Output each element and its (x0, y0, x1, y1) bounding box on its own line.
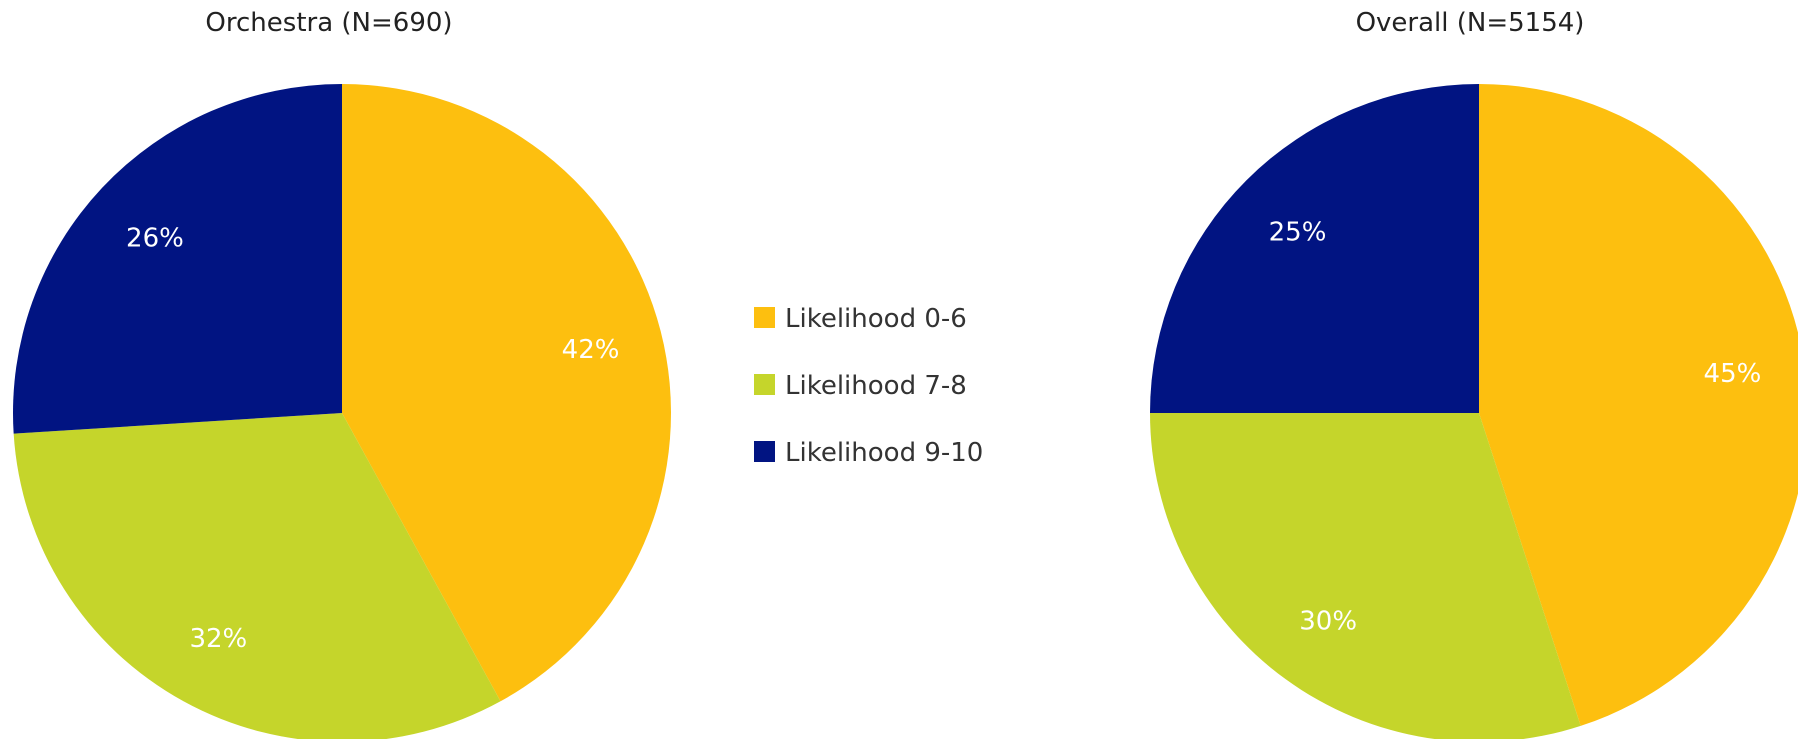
overall-pie-title: Overall (N=5154) (1356, 8, 1585, 38)
overall-pie: Overall (N=5154) 45% 30% 25% (1150, 8, 1798, 739)
overall-pie-slices (1150, 84, 1798, 739)
orchestra-pie-title: Orchestra (N=690) (205, 8, 452, 38)
orchestra-slice-label-likelihood-0-6: 42% (562, 335, 620, 365)
overall-slice-likelihood-7-8 (1150, 413, 1581, 739)
orchestra-pie-labels: 42% 32% 26% (126, 223, 619, 654)
orchestra-pie: Orchestra (N=690) 42% 32% 26% (13, 8, 671, 739)
orchestra-slice-likelihood-7-8 (13, 413, 501, 739)
overall-slice-label-likelihood-7-8: 30% (1299, 607, 1357, 637)
legend-label-likelihood-0-6: Likelihood 0-6 (785, 304, 967, 334)
orchestra-pie-slices (13, 84, 671, 739)
orchestra-slice-likelihood-0-6 (342, 84, 671, 702)
legend-item-likelihood-7-8: Likelihood 7-8 (754, 371, 967, 401)
orchestra-slice-label-likelihood-9-10: 26% (126, 223, 184, 253)
overall-pie-labels: 45% 30% 25% (1269, 218, 1762, 637)
overall-slice-likelihood-0-6 (1479, 84, 1798, 726)
legend-swatch-likelihood-7-8 (754, 374, 775, 395)
legend-swatch-likelihood-0-6 (754, 307, 775, 328)
legend-swatch-likelihood-9-10 (754, 441, 775, 462)
overall-slice-likelihood-9-10 (1150, 84, 1479, 413)
legend-label-likelihood-7-8: Likelihood 7-8 (785, 371, 967, 401)
overall-slice-label-likelihood-9-10: 25% (1269, 218, 1327, 248)
legend-item-likelihood-9-10: Likelihood 9-10 (754, 438, 983, 468)
orchestra-slice-label-likelihood-7-8: 32% (189, 624, 247, 654)
overall-slice-label-likelihood-0-6: 45% (1704, 359, 1762, 389)
legend-item-likelihood-0-6: Likelihood 0-6 (754, 304, 967, 334)
orchestra-slice-likelihood-9-10 (13, 84, 343, 434)
legend: Likelihood 0-6 Likelihood 7-8 Likelihood… (754, 304, 983, 468)
legend-label-likelihood-9-10: Likelihood 9-10 (785, 438, 983, 468)
